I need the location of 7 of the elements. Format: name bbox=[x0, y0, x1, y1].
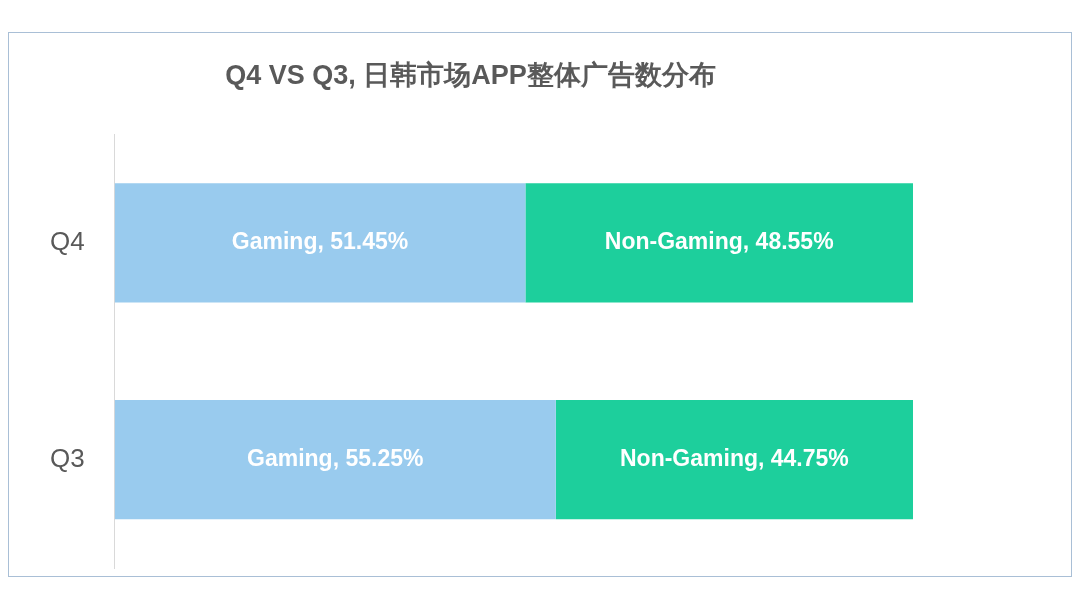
data-label: Gaming, 55.25% bbox=[247, 444, 424, 471]
data-label: Non-Gaming, 44.75% bbox=[619, 444, 849, 471]
y-tick-label: Q3 bbox=[50, 442, 85, 473]
data-label: Gaming, 51.45% bbox=[231, 228, 409, 255]
chart-title: Q4 VS Q3, 日韩市场APP整体广告数分布 bbox=[225, 59, 716, 90]
data-label: Non-Gaming, 48.55% bbox=[604, 228, 834, 255]
y-tick-label: Q4 bbox=[50, 225, 85, 256]
